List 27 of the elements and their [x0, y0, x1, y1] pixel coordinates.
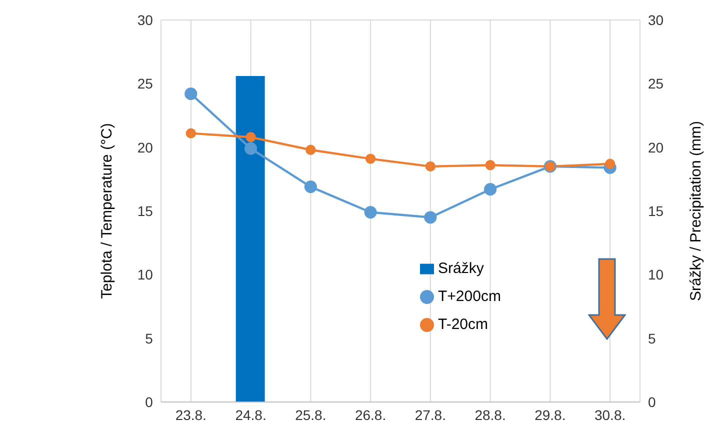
y2-tick-label: 0: [648, 394, 656, 410]
y2-tick-label: 10: [648, 266, 664, 283]
y-tick-label: 25: [137, 76, 154, 92]
y-tick-label: 30: [137, 12, 154, 28]
legend-label: T-20cm: [438, 316, 488, 333]
x-tick-label: 24.8.: [235, 406, 266, 423]
y-tick-label: 15: [137, 202, 154, 219]
y2-tick-label: 15: [648, 202, 664, 219]
y2-tick-label: 30: [648, 12, 664, 28]
y2-tick-label: 25: [648, 76, 664, 92]
y-tick-label: 10: [137, 266, 154, 283]
y-tick-label: 5: [145, 330, 154, 346]
y-axis-title: Teplota / Temperature (°C): [98, 123, 116, 299]
x-tick-label: 26.8.: [354, 406, 386, 423]
y-tick-label: 0: [145, 394, 154, 410]
y-tick-label: 20: [137, 139, 154, 156]
y2-tick-label: 5: [648, 330, 656, 346]
x-tick-label: 28.8.: [474, 406, 506, 423]
legend-label: Srážky: [438, 260, 484, 277]
x-tick-label: 25.8.: [295, 406, 326, 423]
y2-tick-label: 20: [648, 139, 664, 156]
x-tick-label: 23.8.: [175, 406, 206, 423]
x-tick-label: 30.8.: [594, 406, 626, 423]
y2-axis-title: Srážky / Precipitation (mm): [687, 120, 704, 302]
legend-label: T+200cm: [438, 288, 501, 305]
x-tick-label: 27.8.: [414, 406, 446, 423]
x-tick-label: 29.8.: [534, 406, 566, 423]
